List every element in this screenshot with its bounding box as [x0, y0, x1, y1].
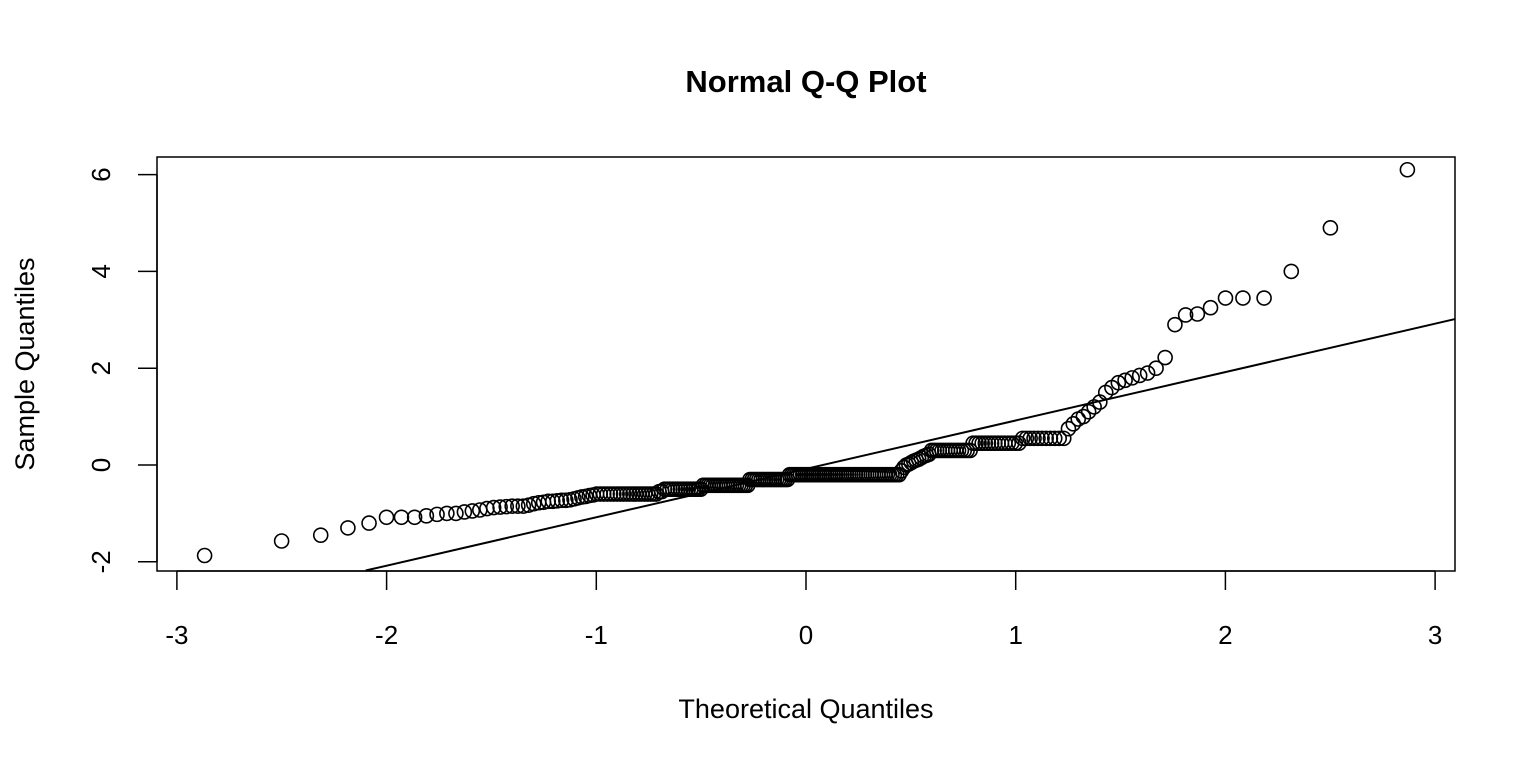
x-axis: -3 -2 -1 0 1 2 3	[165, 570, 1442, 650]
data-point	[1131, 367, 1148, 384]
chart-title: Normal Q-Q Plot	[685, 64, 926, 99]
data-point	[485, 499, 502, 516]
data-point	[439, 505, 455, 522]
data-point	[545, 493, 561, 510]
data-point	[1038, 430, 1054, 447]
data-point	[515, 498, 532, 514]
data-point	[378, 509, 395, 526]
data-point	[1034, 430, 1050, 447]
data-point	[196, 547, 213, 564]
y-tick-label: 4	[86, 264, 116, 278]
data-point	[456, 504, 473, 520]
data-point	[1110, 374, 1127, 391]
data-point	[406, 509, 423, 526]
data-point	[1139, 365, 1156, 381]
data-point	[1399, 161, 1416, 178]
data-point	[504, 498, 520, 514]
data-point	[1080, 403, 1097, 420]
x-tick-label: 3	[1428, 620, 1442, 650]
y-tick-label: 2	[86, 361, 116, 375]
data-point	[448, 505, 464, 522]
data-point	[553, 492, 570, 509]
data-point	[393, 509, 410, 526]
data-point	[1065, 416, 1082, 432]
data-point	[1235, 290, 1251, 306]
data-point	[498, 498, 515, 515]
data-point	[1148, 360, 1164, 377]
data-point	[1124, 370, 1140, 386]
data-point	[1217, 290, 1234, 306]
data-point	[1283, 263, 1300, 280]
data-point	[312, 527, 329, 543]
data-point	[492, 499, 508, 515]
y-tick-label: 0	[86, 458, 116, 472]
x-tick-label: 0	[799, 620, 813, 650]
data-point	[1003, 435, 1020, 452]
data-point	[1026, 430, 1042, 447]
data-point	[429, 506, 445, 523]
data-point	[1018, 430, 1035, 447]
data-point	[361, 515, 377, 531]
data-point	[510, 498, 526, 514]
data-point	[1256, 290, 1272, 306]
data-point	[1086, 399, 1102, 415]
data-point	[1167, 316, 1183, 333]
data-point	[1177, 307, 1194, 323]
data-point	[1014, 430, 1031, 447]
data-point	[1046, 430, 1063, 447]
data-point	[1051, 430, 1067, 447]
x-tick-label: -1	[585, 620, 608, 650]
data-point	[1322, 220, 1339, 236]
x-tick-label: 1	[1008, 620, 1022, 650]
data-point	[549, 493, 566, 509]
data-point	[1117, 372, 1133, 389]
x-tick-label: -2	[375, 620, 398, 650]
data-point	[1075, 408, 1092, 425]
reference-line	[365, 318, 1456, 572]
y-axis: -2 0 2 4 6	[86, 167, 158, 573]
data-point	[525, 495, 542, 512]
data-point	[1202, 299, 1219, 316]
x-tick-label: -3	[165, 620, 188, 650]
y-axis-label: Sample Quantiles	[10, 257, 40, 470]
data-points	[196, 161, 1416, 564]
x-axis-label: Theoretical Quantiles	[678, 694, 933, 724]
y-tick-label: 6	[86, 167, 116, 181]
data-point	[273, 533, 290, 549]
data-point	[418, 508, 435, 524]
data-point	[1000, 435, 1017, 452]
data-point	[464, 503, 481, 519]
data-point	[1022, 430, 1038, 447]
y-tick-label: -2	[86, 550, 116, 573]
data-point	[1157, 349, 1173, 366]
data-point	[1189, 306, 1206, 322]
data-point	[1060, 420, 1077, 437]
data-point	[340, 520, 356, 536]
x-tick-label: 2	[1218, 620, 1232, 650]
data-point	[1055, 430, 1072, 447]
data-point	[1030, 430, 1046, 447]
